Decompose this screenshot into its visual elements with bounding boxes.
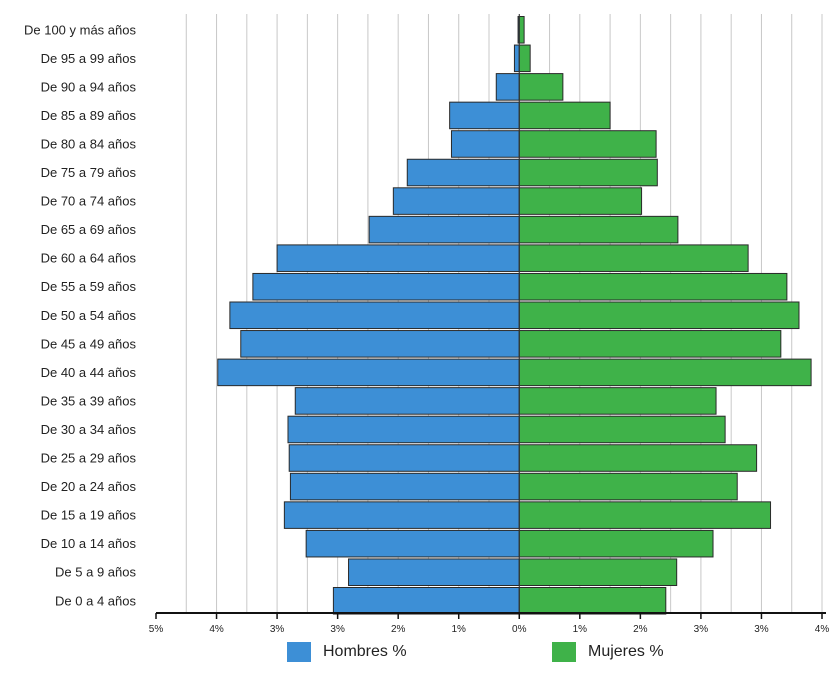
x-tick-label: 3% <box>330 624 345 635</box>
bar-hombres <box>495 73 520 101</box>
category-label: De 25 a 29 años <box>41 451 137 466</box>
bar-hombres <box>368 215 520 244</box>
bar-mujeres <box>518 415 726 444</box>
axes <box>155 14 826 619</box>
legend-label-hombres: Hombres % <box>323 643 407 660</box>
bar-hombres <box>229 301 520 330</box>
legend: Hombres % Mujeres % <box>0 642 829 672</box>
legend-swatch-hombres <box>287 642 311 662</box>
x-tick-label: 3% <box>270 624 285 635</box>
bar-mujeres <box>518 501 772 529</box>
x-tick-label: 4% <box>815 624 829 635</box>
category-label: De 40 a 44 años <box>41 365 137 380</box>
bar-hombres <box>513 44 520 73</box>
bar-mujeres <box>518 472 738 501</box>
legend-item-hombres: Hombres % <box>287 642 407 662</box>
bar-mujeres <box>518 44 531 73</box>
bar-hombres <box>406 158 520 187</box>
category-label: De 50 a 54 años <box>41 308 137 323</box>
bar-mujeres <box>518 358 812 387</box>
bar-hombres <box>392 187 520 215</box>
bar-hombres <box>240 330 520 358</box>
x-tick-label: 0% <box>512 624 527 635</box>
category-label: De 75 a 79 años <box>41 165 137 180</box>
bar-mujeres <box>518 387 717 415</box>
x-tick-labels: 5% 4% 3% 3% 2% 1% 0% 1% 2% 3% 3% 4% <box>149 624 829 635</box>
bar-mujeres <box>518 330 782 358</box>
category-label: De 20 a 24 años <box>41 479 137 494</box>
category-label: De 5 a 9 años <box>55 565 136 580</box>
bar-mujeres <box>518 301 800 330</box>
bar-mujeres <box>518 187 643 215</box>
bar-hombres <box>288 444 520 472</box>
category-label: De 35 a 39 años <box>41 393 137 408</box>
bar-hombres <box>348 558 520 587</box>
category-label: De 10 a 14 años <box>41 536 137 551</box>
bar-hombres <box>252 272 520 301</box>
x-tick-label: 4% <box>209 624 224 635</box>
category-label: De 60 a 64 años <box>41 251 137 266</box>
x-tick-label: 2% <box>391 624 406 635</box>
x-tick-label: 3% <box>754 624 769 635</box>
bar-hombres <box>283 501 520 529</box>
bar-mujeres <box>518 215 679 244</box>
bar-mujeres <box>518 244 749 272</box>
bar-hombres <box>287 415 520 444</box>
category-label: De 45 a 49 años <box>41 336 137 351</box>
category-label: De 65 a 69 años <box>41 222 137 237</box>
category-label: De 90 a 94 años <box>41 79 137 94</box>
x-tick-label: 3% <box>694 624 709 635</box>
category-label: De 30 a 34 años <box>41 422 137 437</box>
x-tick-label: 2% <box>633 624 648 635</box>
x-tick-label: 1% <box>452 624 467 635</box>
bar-mujeres <box>518 16 525 44</box>
bar-mujeres <box>518 529 714 558</box>
bar-mujeres <box>518 130 657 158</box>
category-label: De 0 a 4 años <box>55 593 136 608</box>
legend-label-mujeres: Mujeres % <box>588 643 664 660</box>
bar-hombres <box>305 529 520 558</box>
bar-hombres <box>449 101 520 130</box>
bar-mujeres <box>518 73 564 101</box>
category-labels: De 100 y más años De 95 a 99 años De 90 a … <box>24 22 137 608</box>
category-label: De 85 a 89 años <box>41 108 137 123</box>
bar-mujeres <box>518 587 667 615</box>
bar-hombres <box>332 587 520 615</box>
bar-mujeres <box>518 558 678 587</box>
x-tick-label: 1% <box>573 624 588 635</box>
category-label: De 80 a 84 años <box>41 136 137 151</box>
bar-hombres <box>450 130 520 158</box>
category-label: De 100 y más años <box>24 22 137 37</box>
bar-mujeres <box>518 272 788 301</box>
category-label: De 70 a 74 años <box>41 194 137 209</box>
bar-mujeres <box>518 101 611 130</box>
bar-hombres <box>294 387 520 415</box>
category-label: De 15 a 19 años <box>41 508 137 523</box>
bar-hombres <box>276 244 520 272</box>
bar-mujeres <box>518 444 758 472</box>
legend-item-mujeres: Mujeres % <box>552 642 664 662</box>
category-label: De 55 a 59 años <box>41 279 137 294</box>
x-tick-label: 5% <box>149 624 164 635</box>
legend-swatch-mujeres <box>552 642 576 662</box>
bar-hombres <box>289 472 520 501</box>
bars <box>217 16 812 615</box>
bar-hombres <box>217 358 520 387</box>
category-label: De 95 a 99 años <box>41 51 137 66</box>
bar-mujeres <box>518 158 658 187</box>
